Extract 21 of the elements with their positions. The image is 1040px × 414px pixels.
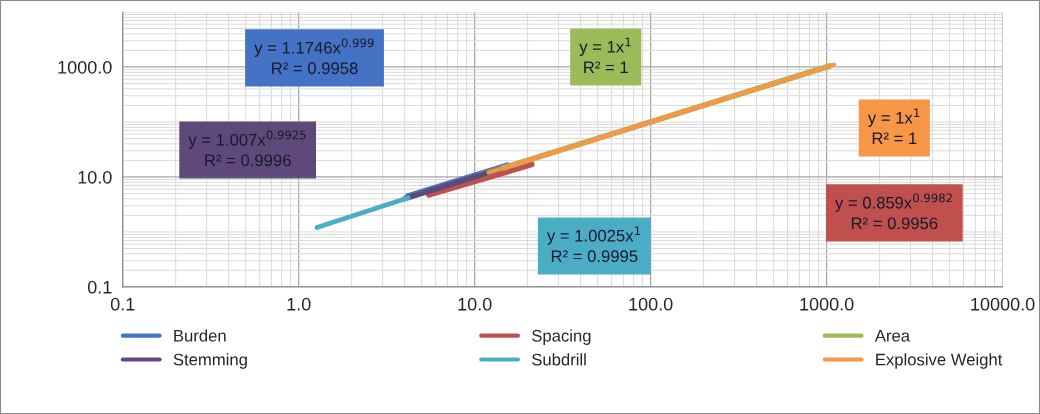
x-tick-label: 10000.0 [971,297,1035,311]
y-tick-label: 0.1 [87,280,112,294]
text: y = 1.0025x$^{1}$ R² = 0.9995 [546,226,641,263]
x-tick-label: 0.1 [110,297,135,311]
text: y = 1.1746x$^{0.999}$ R² = 0.9958 [254,38,374,75]
x-tick-label: 1.0 [287,297,311,311]
legend-label: Stemming [173,353,247,369]
y-tick-label: 1000.0 [58,60,112,74]
legend-label: Explosive Weight [876,353,1003,369]
legend-label: Subdrill [532,353,586,366]
text: y = 1x$^{1}$ R² = 1 [867,108,920,144]
x-tick-label: 100.0 [629,297,673,311]
legend-label: Burden [174,329,226,342]
y-tick-label: 10.0 [78,170,112,184]
legend-label: Spacing [532,329,591,345]
x-tick-label: 1000.0 [800,297,854,311]
legend-label: Area [874,330,911,342]
x-tick-label: 10.0 [458,297,492,311]
text: y = 1.007x$^{0.9925}$ R² = 0.9996 [188,130,306,167]
text: y = 0.859x$^{0.9982}$ R² = 0.9956 [835,193,952,230]
text: y = 1x$^{1}$ R² = 1 [579,37,631,74]
